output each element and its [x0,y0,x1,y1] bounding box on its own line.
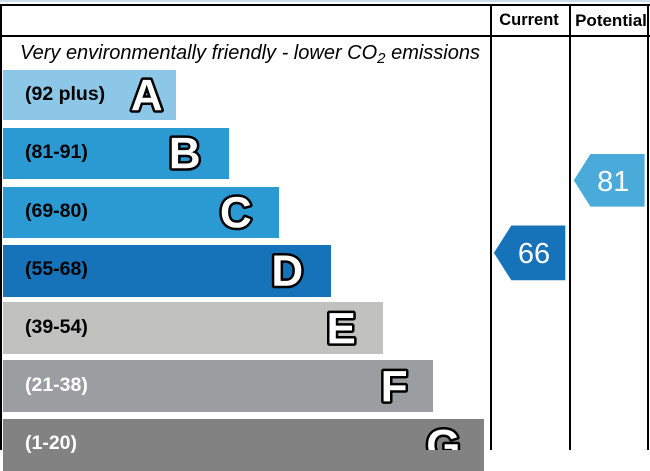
svg-text:66: 66 [518,238,550,270]
svg-text:81: 81 [597,166,629,198]
